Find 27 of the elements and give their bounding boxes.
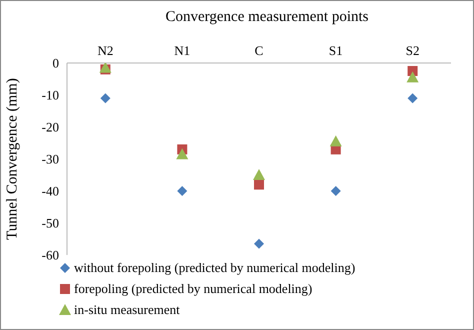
y-axis-title: Tunnel Convergence (mm) (4, 78, 20, 240)
legend-label: in-situ measurement (74, 301, 180, 319)
point (177, 186, 188, 196)
y-tick-label: -20 (42, 120, 59, 135)
point (330, 135, 342, 146)
y-tick-label: -50 (42, 216, 59, 231)
point (330, 186, 341, 196)
x-axis-title: Convergence measurement points (164, 9, 370, 26)
x-tick-label: N2 (97, 43, 114, 58)
y-tick-label: -10 (42, 88, 59, 103)
y-tick-label: -60 (42, 248, 59, 263)
y-tick-label: -30 (42, 152, 59, 167)
x-tick-label: C (254, 43, 264, 58)
point (408, 93, 418, 104)
point (254, 180, 264, 190)
x-tick-label: S2 (406, 43, 420, 58)
point (176, 148, 188, 160)
point (406, 71, 419, 82)
y-tick-label: 0 (52, 56, 59, 71)
legend-label: without forepoling (predicted by numerical modeling) (74, 259, 356, 277)
point (100, 93, 110, 104)
point (254, 238, 264, 249)
y-tick-label: -40 (42, 184, 59, 199)
x-tick-label: N1 (174, 43, 190, 58)
x-tick-label: S1 (328, 43, 343, 58)
point (253, 169, 265, 180)
legend-label: forepoling (predicted by numerical modeling) (74, 280, 312, 298)
